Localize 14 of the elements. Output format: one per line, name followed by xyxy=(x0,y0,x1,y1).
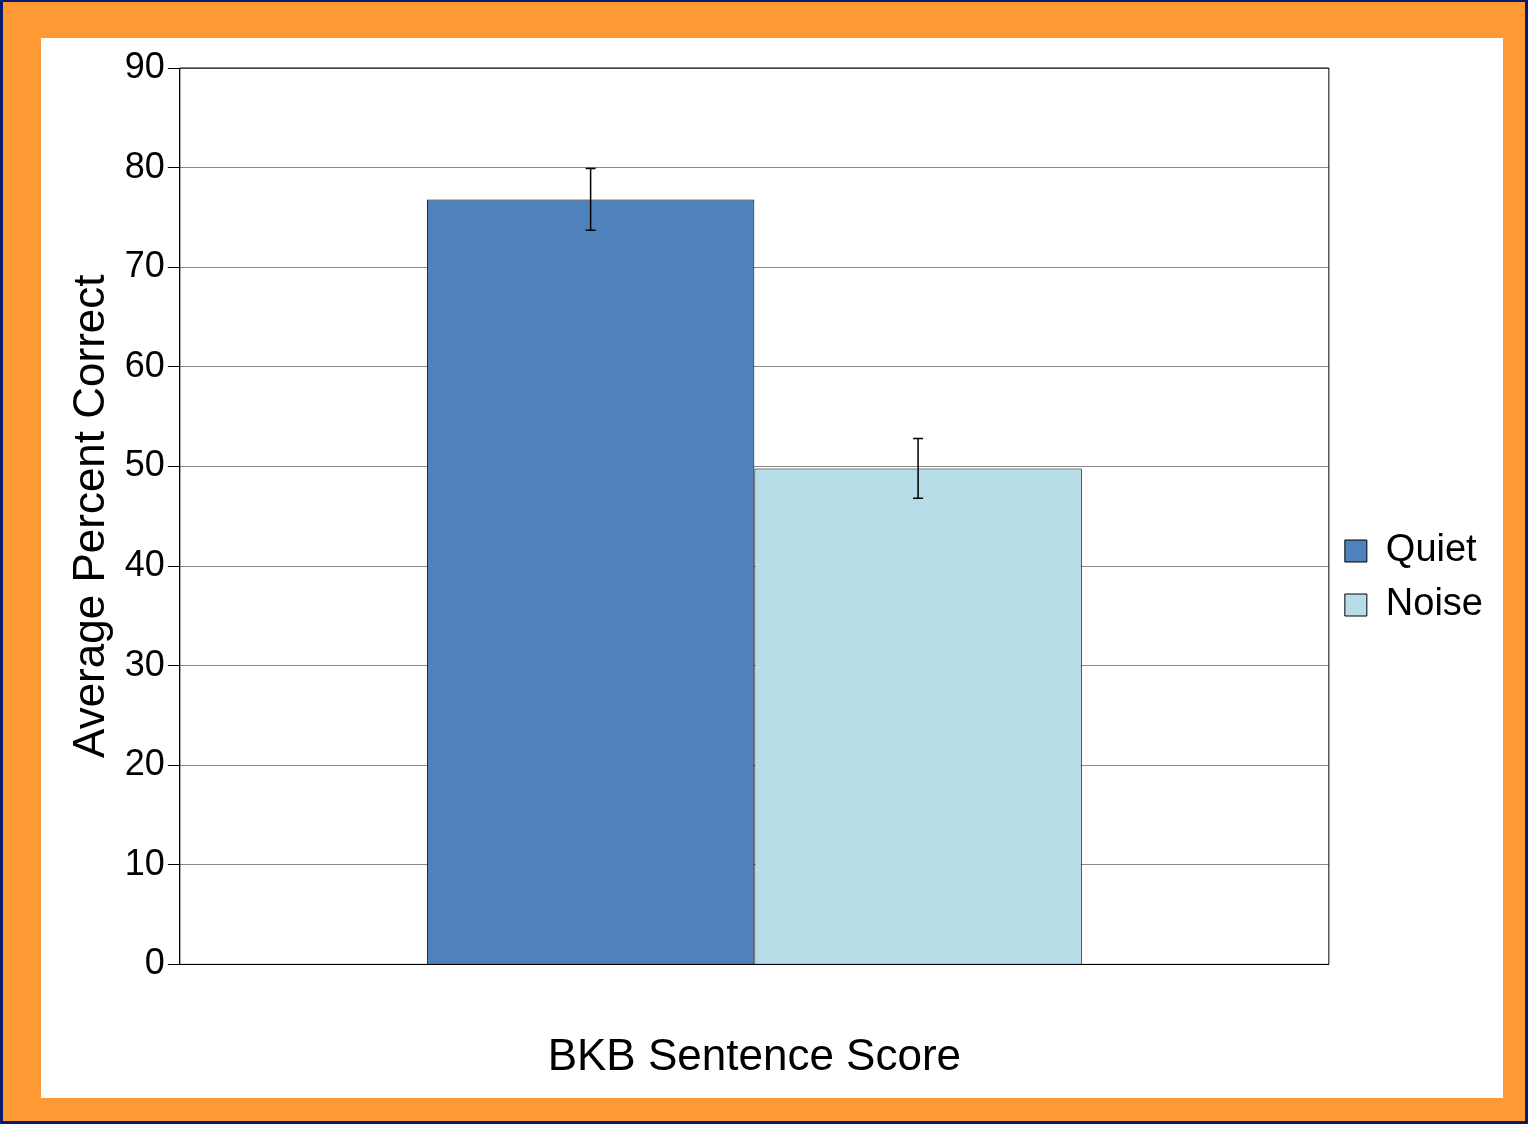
x-axis-title: BKB Sentence Score xyxy=(547,1029,962,1079)
y-tick-label: 70 xyxy=(124,244,165,286)
y-axis-title: Average Percent Correct xyxy=(63,274,113,758)
y-tick-label: 60 xyxy=(124,343,165,385)
y-tick-label: 90 xyxy=(124,44,165,86)
y-tick-label: 50 xyxy=(124,443,165,485)
y-tick-label: 40 xyxy=(124,542,165,584)
y-tick-label: 80 xyxy=(124,144,165,186)
y-tick-label: 20 xyxy=(124,742,165,784)
y-tick-label: 0 xyxy=(144,941,165,983)
legend-label: Noise xyxy=(1385,581,1483,624)
legend-label: Quiet xyxy=(1385,527,1478,570)
y-tick-label: 30 xyxy=(124,642,165,684)
y-tick-label: 10 xyxy=(124,841,165,883)
